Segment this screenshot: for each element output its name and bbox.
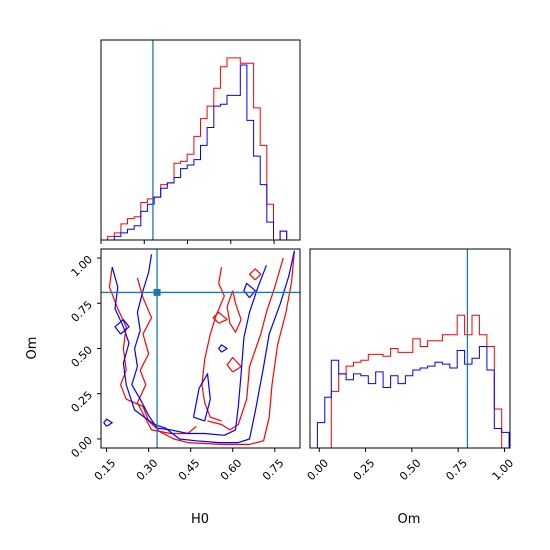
om-y-axis-label: Om [25, 337, 40, 360]
h0-hist-series-blue [101, 64, 300, 241]
om-x-ticks: 0.00 0.25 0.50 0.75 1.00 [305, 448, 517, 484]
contour-blue-1 [131, 254, 267, 436]
om-hist-series-blue [310, 346, 510, 449]
h0-tick-label: 0.75 [260, 457, 287, 484]
om-y-tick-label: 0.00 [69, 434, 96, 461]
contour-red-1 [136, 277, 197, 435]
contour-red-7 [248, 268, 262, 281]
h0-axis-label: H0 [191, 512, 209, 527]
contour-truth-marker [153, 288, 161, 296]
h0-tick-label: 0.60 [218, 457, 245, 484]
om-tick-label: 0.75 [443, 457, 470, 484]
om-histogram-frame [309, 248, 511, 449]
om-y-tick-label: 1.00 [69, 253, 96, 280]
om-tick-label: 0.25 [351, 457, 378, 484]
h0-hist-series-red [101, 57, 300, 241]
om-tick-label: 1.00 [490, 457, 517, 484]
contour-red-6 [226, 356, 242, 373]
contour-frame [100, 248, 301, 449]
om-y-tick-label: 0.25 [69, 389, 96, 416]
contour-blue-6 [103, 418, 113, 427]
om-tick-label: 0.00 [305, 457, 332, 484]
om-x-axis-label: Om [398, 512, 421, 527]
contour-red-4 [226, 290, 242, 333]
contour-lines [103, 250, 295, 445]
contour-red-3 [201, 266, 225, 422]
contour-blue-5 [218, 344, 228, 353]
contour-blue-2 [114, 319, 130, 335]
om-y-tick-label: 0.75 [69, 298, 96, 325]
contour-red-5 [212, 311, 228, 324]
h0-tick-label: 0.30 [134, 457, 161, 484]
om-tick-label: 0.50 [397, 457, 424, 484]
h0-tick-label: 0.45 [176, 457, 203, 484]
h0-om-contour-panel: 0.15 0.30 0.45 0.60 0.75 0.00 0.25 0.50 0.75 1.0… [69, 248, 301, 483]
h0-tick-label: 0.15 [92, 457, 119, 484]
h0-x-ticks: 0.15 0.30 0.45 0.60 0.75 [92, 448, 287, 483]
h0-histogram-frame [100, 39, 301, 241]
contour-red-0 [108, 250, 295, 445]
contour-blue-0 [111, 250, 295, 444]
contour-red-2 [207, 257, 284, 431]
om-y-tick-label: 0.50 [69, 343, 96, 370]
om-histogram-panel: 0.00 0.25 0.50 0.75 1.00 [305, 248, 517, 484]
om-hist-series-red [310, 314, 510, 449]
contour-blue-4 [192, 373, 211, 422]
h0-histogram-panel [100, 39, 301, 244]
contour-blue-3 [243, 282, 256, 299]
om-y-ticks: 0.00 0.25 0.50 0.75 1.00 [69, 253, 101, 460]
